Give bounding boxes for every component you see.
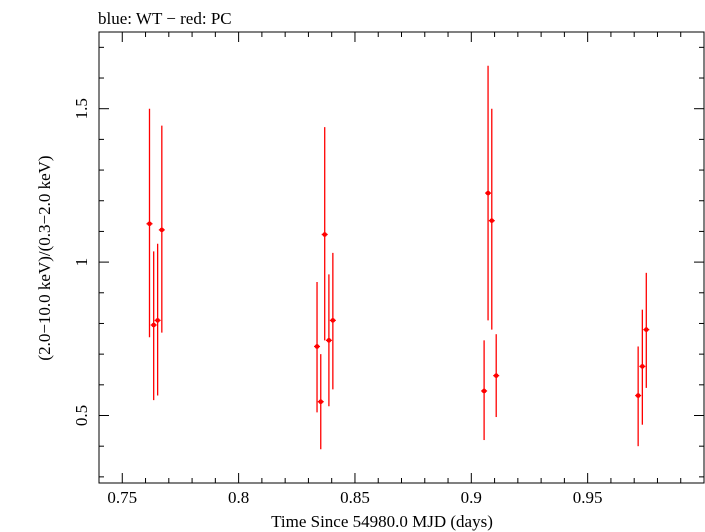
legend-text: blue: WT − red: PC (98, 9, 232, 28)
y-axis-title: (2.0−10.0 keV)/(0.3−2.0 keV) (35, 155, 54, 360)
data-point (151, 322, 156, 328)
data-point (147, 221, 152, 227)
y-tick-label: 1 (72, 258, 91, 267)
y-tick-label: 1.5 (72, 98, 91, 119)
x-tick-label: 0.85 (340, 488, 370, 507)
data-point (643, 327, 649, 332)
y-tick-label: 0.5 (72, 405, 91, 426)
x-axis: 0.75 0.8 0.85 0.9 0.95 (98, 32, 705, 507)
y-axis: 0.5 1 1.5 (72, 46, 704, 478)
data-point (330, 318, 336, 323)
x-tick-label: 0.8 (228, 488, 249, 507)
x-tick-label: 0.95 (573, 488, 603, 507)
data-point (314, 344, 320, 349)
data-series (146, 65, 650, 450)
data-point (635, 393, 641, 398)
data-point (326, 338, 332, 343)
data-point (318, 399, 324, 404)
plot-frame (98, 31, 705, 484)
data-point (485, 190, 491, 196)
data-point (159, 227, 165, 233)
data-point (493, 373, 499, 378)
x-tick-label: 0.75 (107, 488, 137, 507)
data-point (155, 318, 160, 323)
x-tick-label: 0.9 (461, 488, 482, 507)
x-axis-title: Time Since 54980.0 MJD (days) (271, 512, 493, 531)
data-point (322, 232, 328, 237)
data-point (640, 364, 645, 369)
data-point (481, 388, 487, 394)
data-point (489, 218, 495, 223)
